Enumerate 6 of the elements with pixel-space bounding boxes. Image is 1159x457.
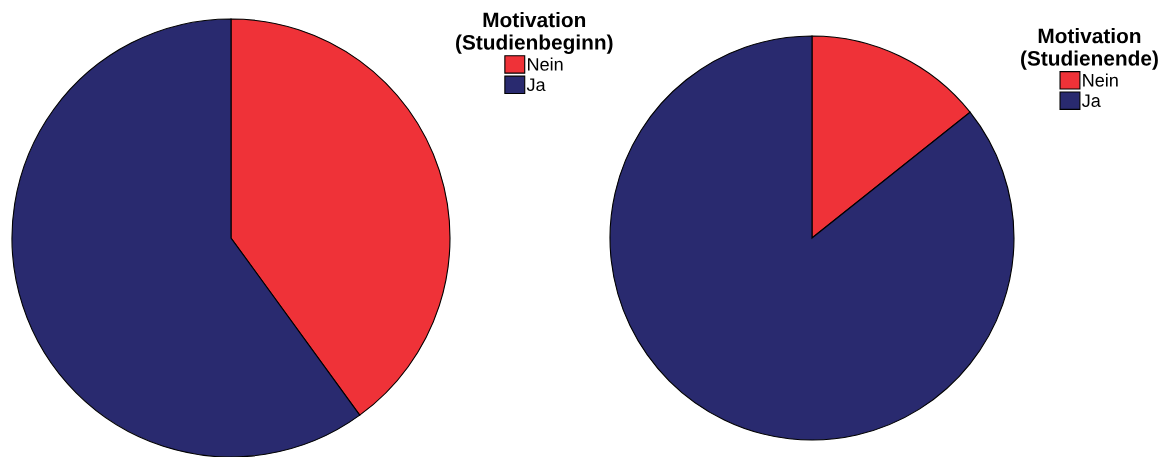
legend-label: Ja <box>526 78 546 92</box>
legend-title: Motivation (Studienende) <box>1021 28 1158 70</box>
legend-label: Nein <box>528 57 563 71</box>
legend-label: Nein <box>1083 73 1118 87</box>
legend-title: Motivation (Studienbeginn) <box>456 12 613 54</box>
legend-label: Ja <box>1081 94 1101 108</box>
